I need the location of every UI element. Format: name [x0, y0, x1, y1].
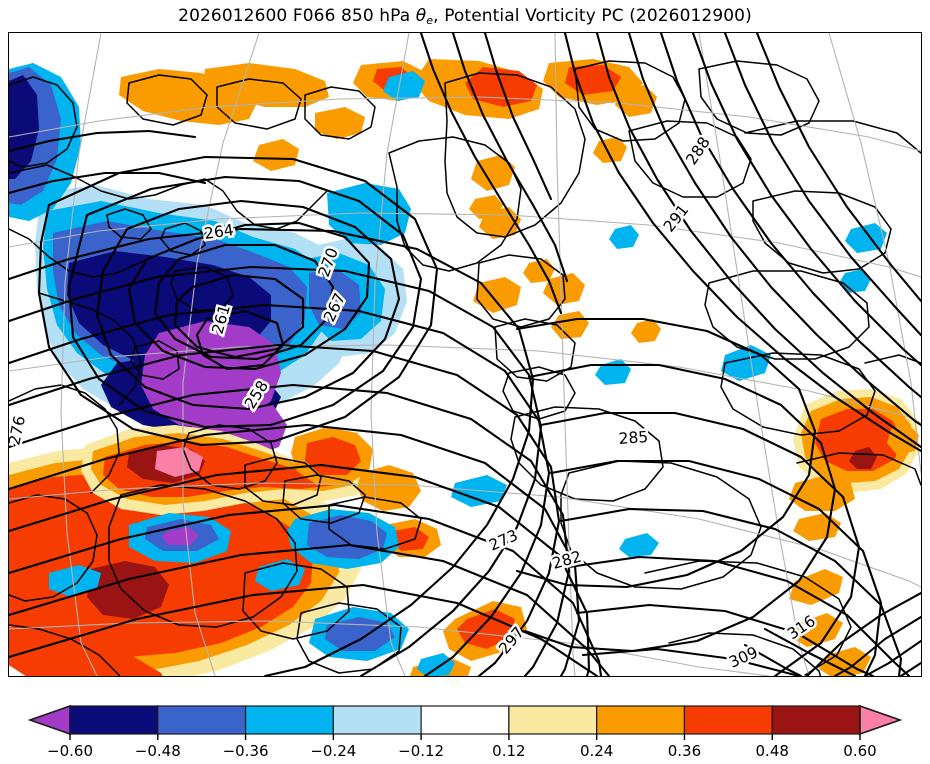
map-plot-area: 264 258 261 270 267 276 273 282 285 288 291 297 309 3… — [8, 32, 922, 677]
pv-patch-redorange-sw2 — [9, 627, 163, 676]
graticule — [9, 33, 921, 676]
pv-patch-redorange-sw — [9, 473, 313, 657]
colorbar-extend-high — [859, 704, 903, 736]
pv-patch-orange-gr6 — [615, 85, 657, 117]
title-level: 850 hPa — [341, 6, 411, 26]
colorbar-segment — [420, 705, 510, 735]
colorbar-segment — [332, 705, 422, 735]
coastlines — [9, 60, 921, 676]
contour-label: 285 — [618, 428, 649, 448]
pv-patch-cyan-s4 — [49, 565, 101, 597]
colorbar-tick-label: 0.60 — [843, 742, 876, 760]
colorbar-tick-label: −0.36 — [223, 742, 269, 760]
colorbar-segment — [244, 705, 334, 735]
pv-patch-orange-se1 — [789, 569, 843, 605]
colorbar-segment — [683, 705, 773, 735]
pv-patch-orange-gr8 — [469, 195, 503, 219]
pv-patch-orange-gr1 — [471, 155, 515, 191]
colorbar-tick-label: 0.12 — [492, 742, 525, 760]
pv-patch-orange-se2 — [791, 613, 843, 647]
pv-patch-cyan-s6 — [417, 653, 455, 676]
colorbar-tick-label: −0.60 — [47, 742, 93, 760]
colorbar-segment — [508, 705, 598, 735]
title-theta-symbol: θ — [415, 6, 427, 26]
pv-patch-cyan-top — [327, 183, 411, 245]
pv-patch-orange-gr7 — [593, 137, 627, 163]
pv-patch-redorange-mid4 — [391, 527, 429, 551]
title-comma: , — [433, 6, 439, 26]
colorbar-ticks — [69, 734, 861, 740]
pv-patch-orange-gr3 — [473, 277, 521, 313]
pv-patch-cyan-e7 — [619, 533, 659, 557]
title-init-time: 2026012600 — [178, 6, 288, 26]
colorbar-segment — [157, 705, 247, 735]
colorbar-segment — [771, 705, 861, 735]
pv-patch-orange-north7 — [253, 139, 299, 171]
pv-patch-darkred-east — [849, 447, 877, 469]
colorbar-canvas: −0.60 −0.48 −0.36 −0.24 −0.12 0.12 0.24 0.36 0.4… — [27, 704, 903, 760]
colorbar-tick-label: 0.48 — [756, 742, 789, 760]
pv-patch-navy-small — [9, 75, 39, 179]
colorbar-extend-low — [27, 704, 71, 736]
colorbar-segment — [69, 705, 159, 735]
colorbar-tick-label: 0.36 — [668, 742, 701, 760]
colorbar-tick-labels: −0.60 −0.48 −0.36 −0.24 −0.12 0.12 0.24 0.36 0.4… — [47, 742, 877, 760]
colorbar-segments — [27, 704, 903, 736]
pv-patch-cyan-e5 — [609, 225, 639, 249]
colorbar-tick-label: 0.24 — [580, 742, 613, 760]
title-forecast-hour: F066 — [292, 6, 336, 26]
pv-patch-orange-north6 — [315, 107, 365, 139]
thetae-contours — [9, 33, 921, 676]
title-valid-time: (2026012900) — [629, 6, 752, 26]
colorbar: −0.60 −0.48 −0.36 −0.24 −0.12 0.12 0.24 0.36 0.4… — [0, 700, 930, 764]
pv-patch-orange-gr9 — [631, 319, 661, 343]
colorbar-segment — [596, 705, 686, 735]
pv-patch-cyan-e6 — [383, 71, 425, 101]
pv-patch-blue-nw2 — [309, 269, 361, 329]
title-theta-subscript: e — [426, 14, 434, 27]
colorbar-tick-label: −0.24 — [310, 742, 356, 760]
title-second-field: Potential Vorticity PC — [444, 6, 624, 26]
colorbar-tick-label: −0.48 — [135, 742, 181, 760]
page-title: 2026012600 F066 850 hPa θe, Potential Vo… — [0, 6, 930, 27]
pv-patch-purple-s3 — [161, 527, 199, 545]
colorbar-tick-label: −0.12 — [398, 742, 444, 760]
